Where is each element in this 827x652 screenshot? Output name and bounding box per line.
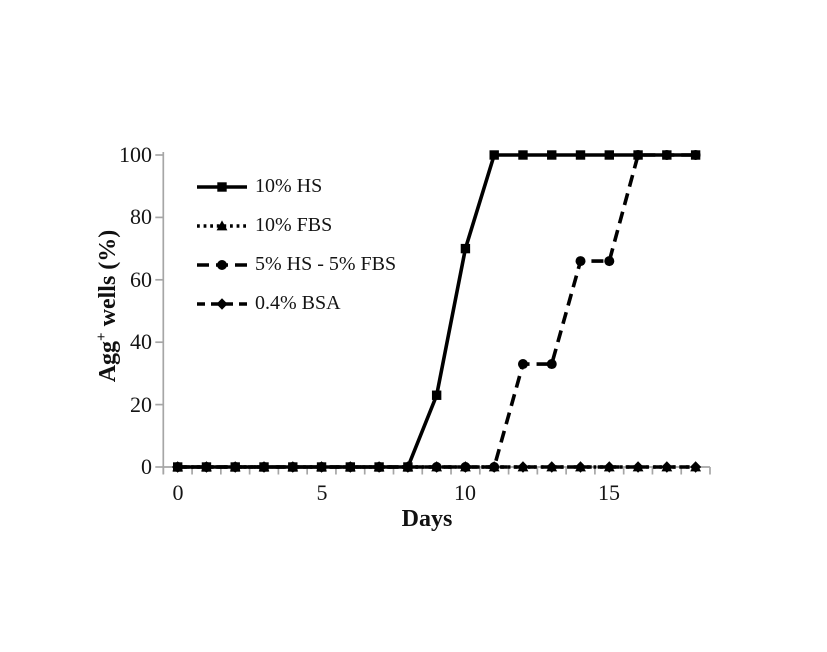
- legend-label: 10% HS: [255, 175, 323, 197]
- legend-item-bsa: 0.4% BSA: [196, 284, 396, 323]
- legend-line-sample-triangle-icon: [197, 219, 247, 230]
- legend: 10% HS 10% FBS 5% HS - 5% FBS 0.4% BSA: [196, 167, 396, 323]
- legend-label: 5% HS - 5% FBS: [255, 253, 397, 275]
- legend-item-5hs-5fbs: 5% HS - 5% FBS: [196, 245, 396, 284]
- legend-item-10-fbs: 10% FBS: [196, 206, 396, 245]
- x-tick-10: 10: [454, 480, 476, 505]
- legend-label: 10% FBS: [255, 214, 333, 236]
- x-axis-title: Days: [401, 506, 453, 532]
- legend-line-sample-square-icon: [197, 181, 247, 192]
- y-tick-60: 60: [130, 267, 152, 292]
- y-axis-title-superscript: +: [94, 332, 110, 341]
- y-axis-title: Agg+ wells (%): [87, 186, 121, 426]
- legend-label: 0.4% BSA: [255, 292, 341, 314]
- x-tick-15: 15: [598, 480, 620, 505]
- legend-item-10-hs: 10% HS: [196, 167, 396, 206]
- y-axis-title-base: Agg: [95, 340, 121, 383]
- x-tick-0: 0: [172, 480, 184, 505]
- y-tick-0: 0: [141, 454, 152, 479]
- x-tick-5: 5: [316, 480, 328, 505]
- legend-line-sample-diamond-icon: [197, 297, 247, 310]
- y-tick-20: 20: [130, 392, 152, 417]
- y-axis-title-rest: wells (%): [95, 229, 121, 333]
- y-tick-80: 80: [130, 204, 152, 229]
- y-tick-100: 100: [119, 142, 152, 167]
- legend-line-sample-circle-icon: [197, 259, 247, 270]
- y-tick-40: 40: [130, 329, 152, 354]
